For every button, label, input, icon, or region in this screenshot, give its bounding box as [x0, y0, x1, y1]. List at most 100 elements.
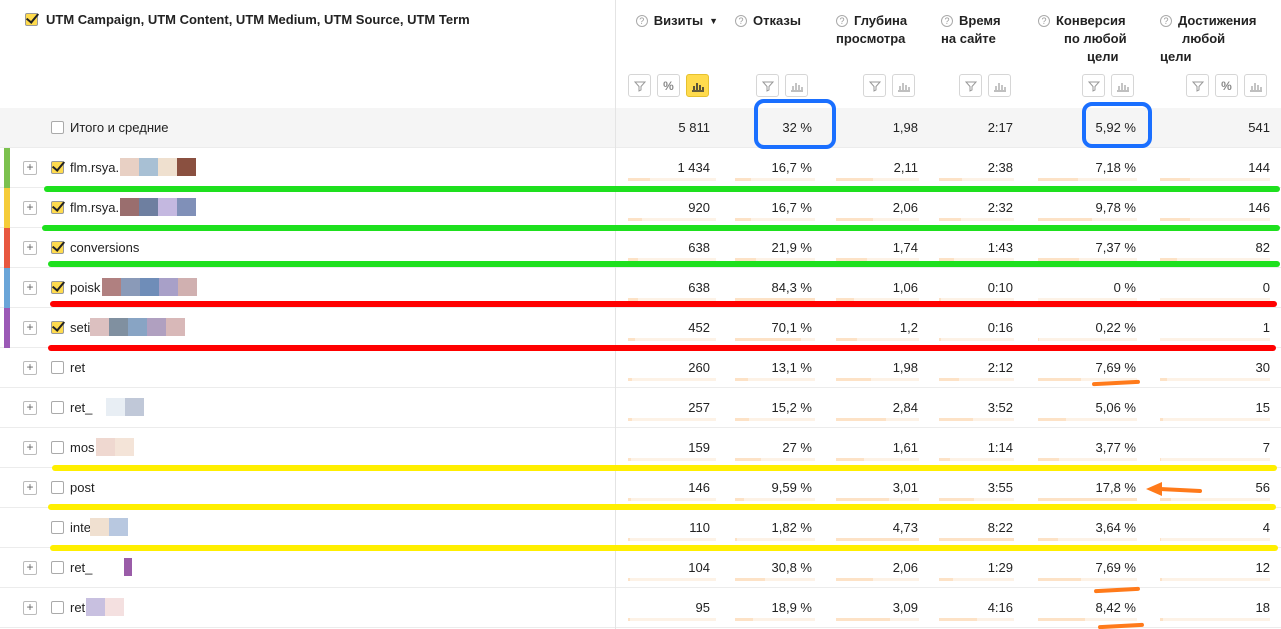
dimension-header[interactable]: UTM Campaign, UTM Content, UTM Medium, U…	[25, 12, 470, 27]
table-row[interactable]: + mos 159 27 % 1,61 1:14 3,77 % 7	[0, 428, 1281, 468]
table-row[interactable]: + poisk 638 84,3 % 1,06 0:10 0 % 0	[0, 268, 1281, 308]
bar-track	[836, 338, 919, 341]
help-icon[interactable]: ?	[735, 15, 747, 27]
percent-button[interactable]: %	[1215, 74, 1238, 97]
chart-button[interactable]	[1244, 74, 1267, 97]
row-checkbox[interactable]	[51, 241, 64, 254]
metric-header-goals[interactable]: ? Достижения любой цели	[1160, 12, 1260, 66]
bar-fill-depth	[836, 338, 857, 341]
select-all-checkbox[interactable]	[25, 13, 38, 26]
row-checkbox[interactable]	[51, 281, 64, 294]
row-checkbox[interactable]	[51, 601, 64, 614]
table-row[interactable]: + seti 452 70,1 % 1,2 0:16 0,22 % 1	[0, 308, 1281, 348]
metric-header-bounces[interactable]: ? Отказы	[735, 12, 805, 30]
table-row[interactable]: + ret 260 13,1 % 1,98 2:12 7,69 % 30	[0, 348, 1281, 388]
row-checkbox[interactable]	[51, 321, 64, 334]
filter-button[interactable]	[863, 74, 886, 97]
expand-row-button[interactable]: +	[23, 481, 37, 495]
row-label[interactable]: post	[70, 480, 95, 495]
row-label[interactable]: seti	[70, 320, 91, 335]
row-label[interactable]: ret_	[70, 400, 93, 415]
filter-button[interactable]	[1082, 74, 1105, 97]
help-icon[interactable]: ?	[1160, 15, 1172, 27]
table-row[interactable]: + ret 95 18,9 % 3,09 4:16 8,42 % 18	[0, 588, 1281, 628]
bar-fill-conv	[1038, 218, 1092, 221]
filter-button[interactable]	[628, 74, 651, 97]
chart-button[interactable]	[988, 74, 1011, 97]
row-checkbox[interactable]	[51, 561, 64, 574]
expand-row-button[interactable]: +	[23, 201, 37, 215]
row-checkbox[interactable]	[51, 521, 64, 534]
bar-fill-goals	[1160, 498, 1171, 501]
table-row[interactable]: + ret_ 257 15,2 % 2,84 3:52 5,06 % 15	[0, 388, 1281, 428]
total-checkbox[interactable]	[51, 121, 64, 134]
chart-button[interactable]	[1111, 74, 1134, 97]
expand-row-button[interactable]: +	[23, 441, 37, 455]
expand-row-button[interactable]: +	[23, 281, 37, 295]
chart-button[interactable]	[686, 74, 709, 97]
bar-fill-goals	[1160, 378, 1167, 381]
table-row[interactable]: + flm.rsya. 1 434 16,7 % 2,11 2:38 7,18 % 144	[0, 148, 1281, 188]
help-icon[interactable]: ?	[635, 15, 648, 27]
row-label[interactable]: mos	[70, 440, 95, 455]
row-label[interactable]: ret	[70, 360, 86, 375]
expand-row-button[interactable]: +	[23, 601, 37, 615]
expand-row-button[interactable]: +	[23, 161, 37, 175]
bar-track	[836, 298, 919, 301]
metric-header-depth[interactable]: ? Глубина просмотра	[836, 12, 916, 48]
row-checkbox[interactable]	[51, 441, 64, 454]
cell-visits: 638	[688, 280, 710, 295]
bar-fill-depth	[836, 498, 889, 501]
table-row[interactable]: + ret_ 104 30,8 % 2,06 1:29 7,69 % 12	[0, 548, 1281, 588]
metric-label: Конверсия	[1056, 13, 1126, 28]
metric-header-time[interactable]: ? Время на сайте	[941, 12, 1011, 48]
row-label[interactable]: flm.rsya.	[70, 160, 120, 175]
bar-fill-bounces	[735, 218, 751, 221]
conversion-toolbar	[1082, 74, 1134, 97]
bar-track	[628, 538, 716, 541]
help-icon[interactable]: ?	[941, 15, 953, 27]
expand-row-button[interactable]: +	[23, 361, 37, 375]
bar-track	[836, 178, 919, 181]
row-checkbox[interactable]	[51, 161, 64, 174]
expand-row-button[interactable]: +	[23, 321, 37, 335]
row-checkbox[interactable]	[51, 201, 64, 214]
help-icon[interactable]: ?	[836, 15, 848, 27]
table-row[interactable]: inte 110 1,82 % 4,73 8:22 3,64 % 4	[0, 508, 1281, 548]
bar-track	[735, 218, 815, 221]
row-label[interactable]: ret	[70, 600, 86, 615]
table-row[interactable]: + conversions 638 21,9 % 1,74 1:43 7,37 % 82	[0, 228, 1281, 268]
row-label[interactable]: ret_	[70, 560, 93, 575]
sort-desc-icon[interactable]: ▼	[709, 16, 718, 26]
metric-header-visits[interactable]: ? Визиты ▼	[633, 12, 718, 30]
row-checkbox[interactable]	[51, 481, 64, 494]
chart-button[interactable]	[785, 74, 808, 97]
bar-fill-goals	[1160, 218, 1190, 221]
row-checkbox[interactable]	[51, 401, 64, 414]
bar-track	[735, 458, 815, 461]
filter-button[interactable]	[959, 74, 982, 97]
row-label[interactable]: flm.rsya.	[70, 200, 120, 215]
table-row[interactable]: + post 146 9,59 % 3,01 3:55 17,8 % 56	[0, 468, 1281, 508]
percent-button[interactable]: %	[657, 74, 680, 97]
filter-button[interactable]	[756, 74, 779, 97]
table-row[interactable]: + flm.rsya. 920 16,7 % 2,06 2:32 9,78 % 146	[0, 188, 1281, 228]
cell-depth: 1,2	[899, 320, 918, 335]
help-icon[interactable]: ?	[1038, 15, 1050, 27]
filter-button[interactable]	[1186, 74, 1209, 97]
row-label[interactable]: conversions	[70, 240, 140, 255]
cell-time: 1:29	[987, 560, 1013, 575]
redaction-block	[177, 198, 196, 216]
row-label[interactable]: inte	[70, 520, 91, 535]
expand-row-button[interactable]: +	[23, 241, 37, 255]
row-checkbox[interactable]	[51, 361, 64, 374]
metric-label: Отказы	[753, 13, 801, 28]
metric-header-conversion[interactable]: ? Конверсия по любой цели	[1038, 12, 1128, 66]
bar-fill-time	[939, 498, 974, 501]
bar-chart-icon	[897, 82, 910, 92]
row-label[interactable]: poisk	[70, 280, 101, 295]
chart-button[interactable]	[892, 74, 915, 97]
bar-fill-visits	[628, 578, 630, 581]
expand-row-button[interactable]: +	[23, 401, 37, 415]
expand-row-button[interactable]: +	[23, 561, 37, 575]
